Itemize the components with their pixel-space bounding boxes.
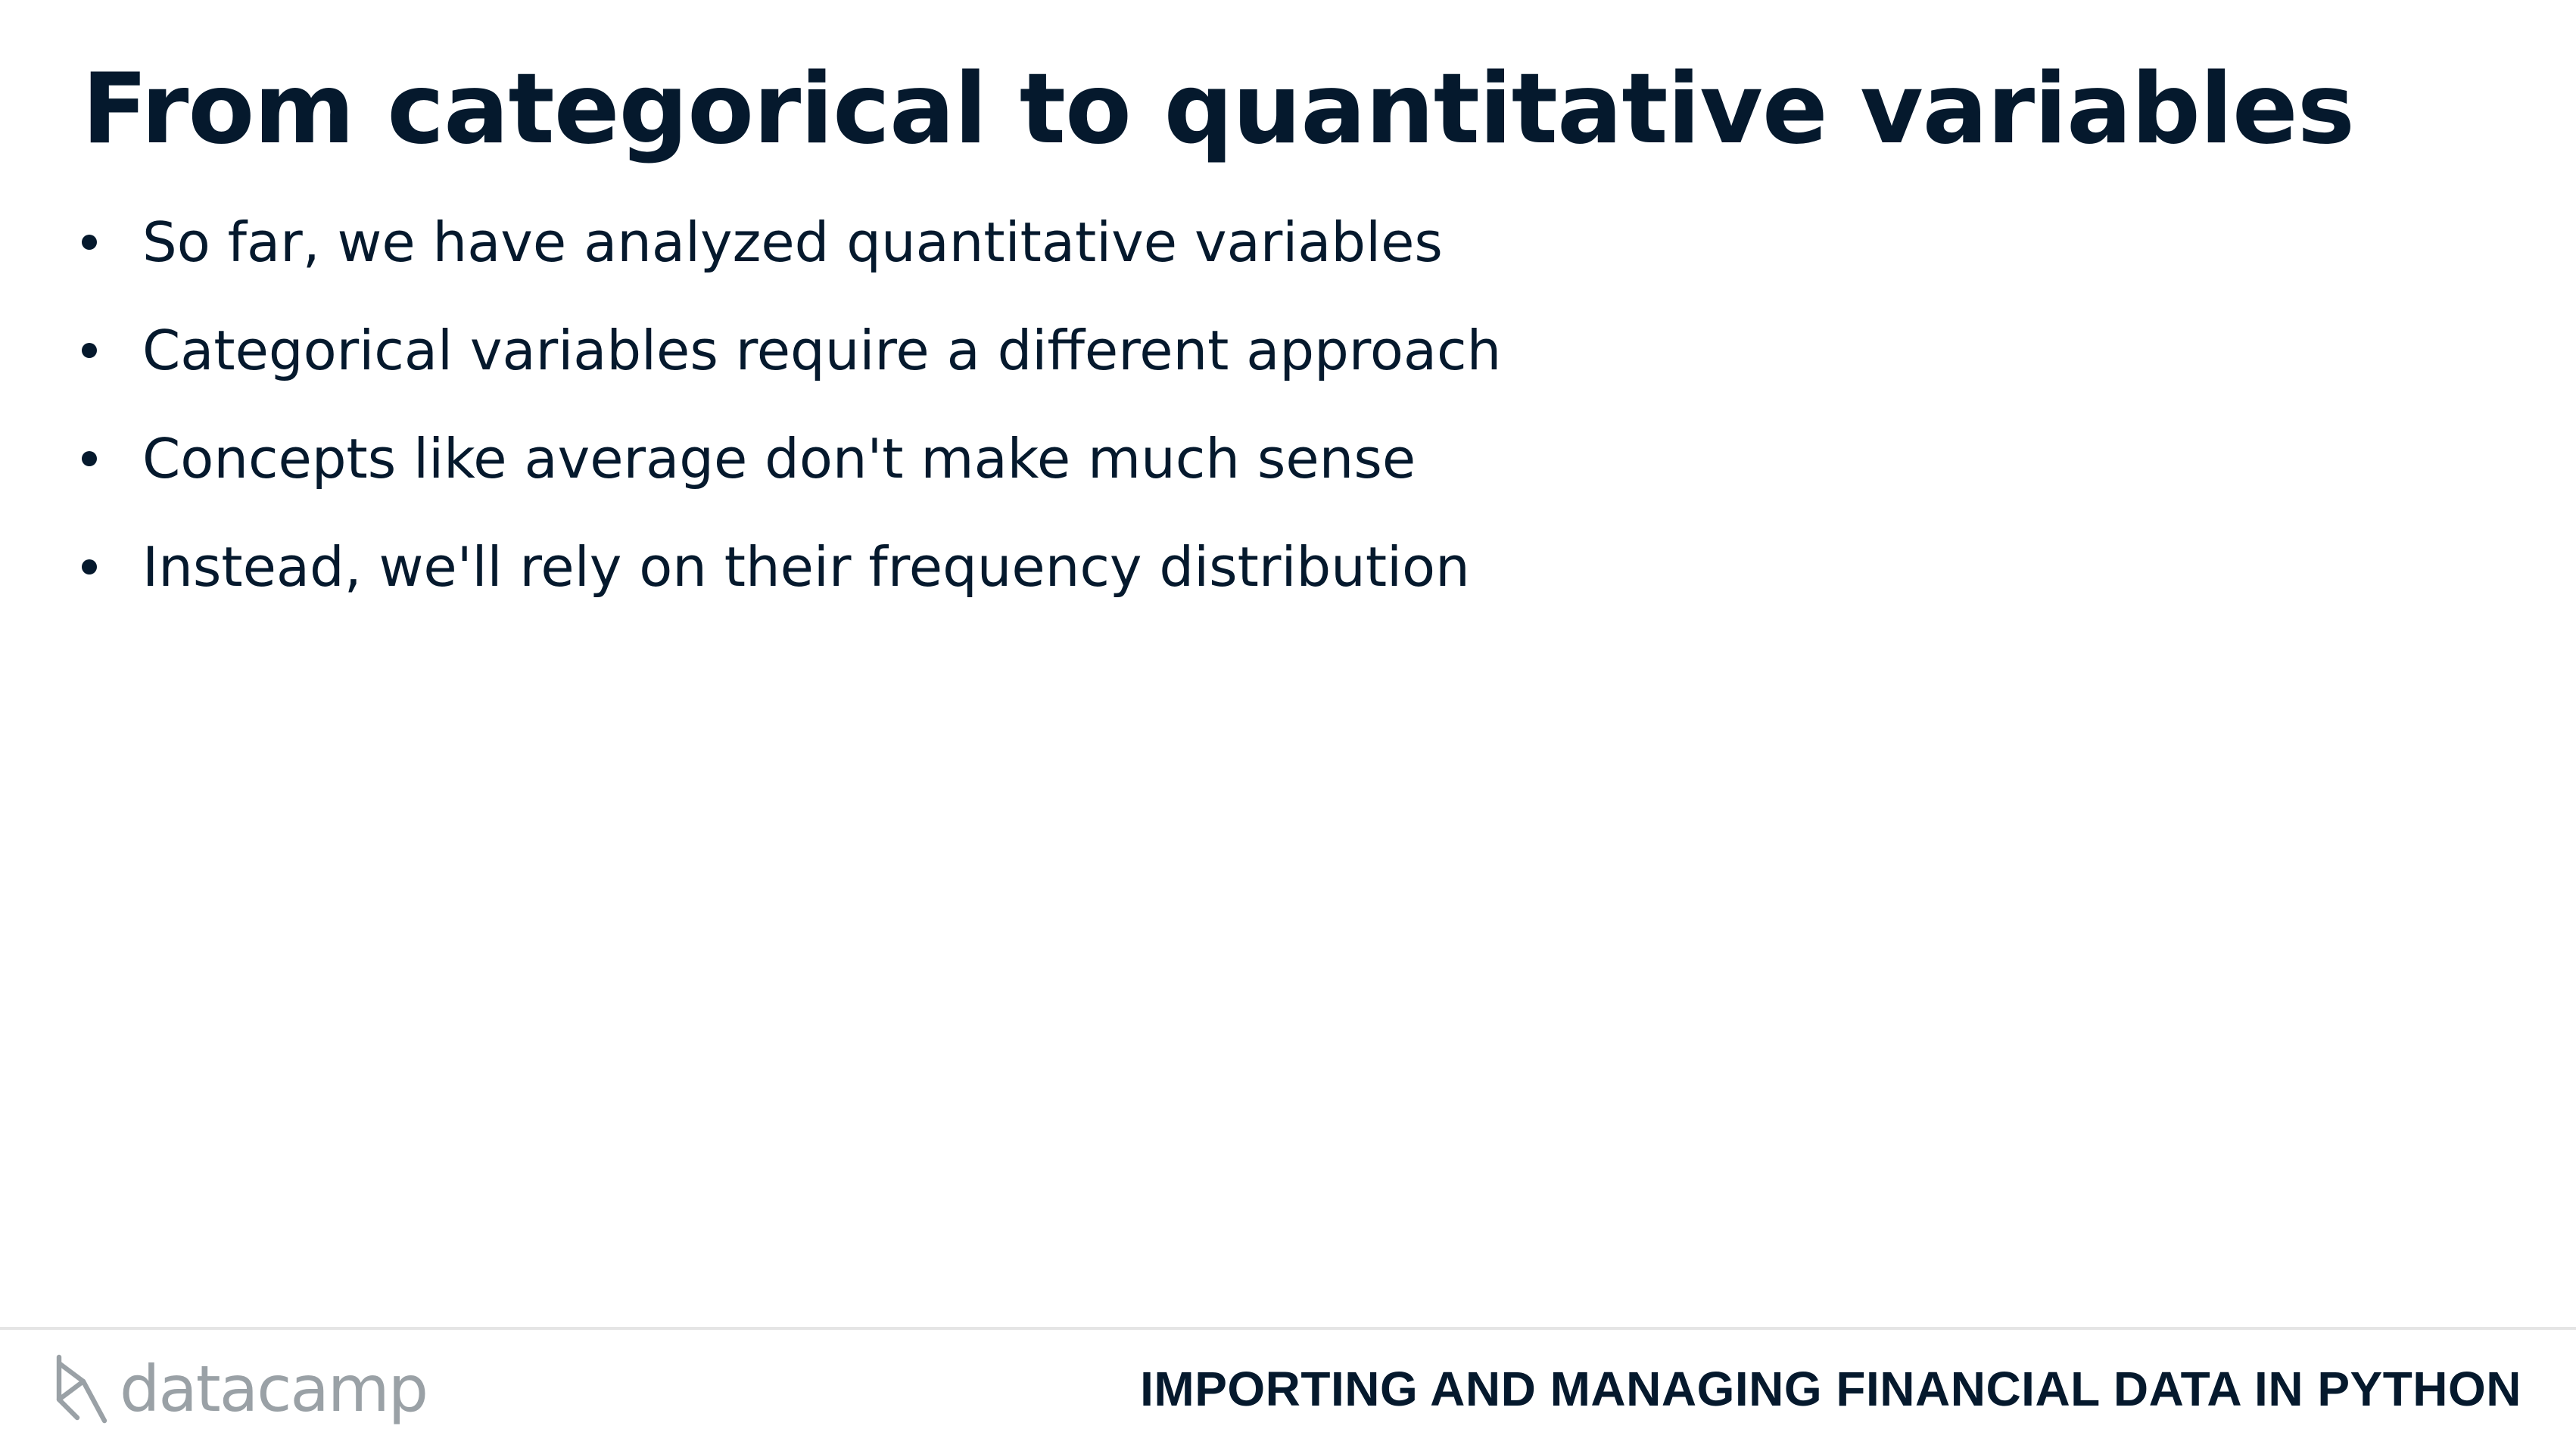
- bullet-dot-icon: [82, 234, 97, 250]
- bullet-text: Concepts like average don't make much se…: [142, 426, 1416, 490]
- datacamp-logo-icon: [56, 1354, 107, 1424]
- bullet-text: So far, we have analyzed quantitative va…: [142, 210, 1443, 274]
- course-title: IMPORTING AND MANAGING FINANCIAL DATA IN…: [1140, 1362, 2521, 1416]
- bullet-item: So far, we have analyzed quantitative va…: [82, 188, 1501, 296]
- bullet-dot-icon: [82, 450, 97, 466]
- slide-title: From categorical to quantitative variabl…: [82, 53, 2355, 166]
- bullet-item: Instead, we'll rely on their frequency d…: [82, 512, 1501, 621]
- bullet-text: Categorical variables require a differen…: [142, 318, 1502, 382]
- bullet-dot-icon: [82, 559, 97, 574]
- bullet-list: So far, we have analyzed quantitative va…: [82, 188, 1501, 621]
- logo-wordmark: datacamp: [120, 1352, 428, 1426]
- bullet-item: Categorical variables require a differen…: [82, 296, 1501, 404]
- bullet-dot-icon: [82, 342, 97, 358]
- bullet-text: Instead, we'll rely on their frequency d…: [142, 534, 1470, 599]
- footer-divider: [0, 1327, 2576, 1330]
- datacamp-logo: datacamp: [50, 1347, 428, 1431]
- bullet-item: Concepts like average don't make much se…: [82, 404, 1501, 512]
